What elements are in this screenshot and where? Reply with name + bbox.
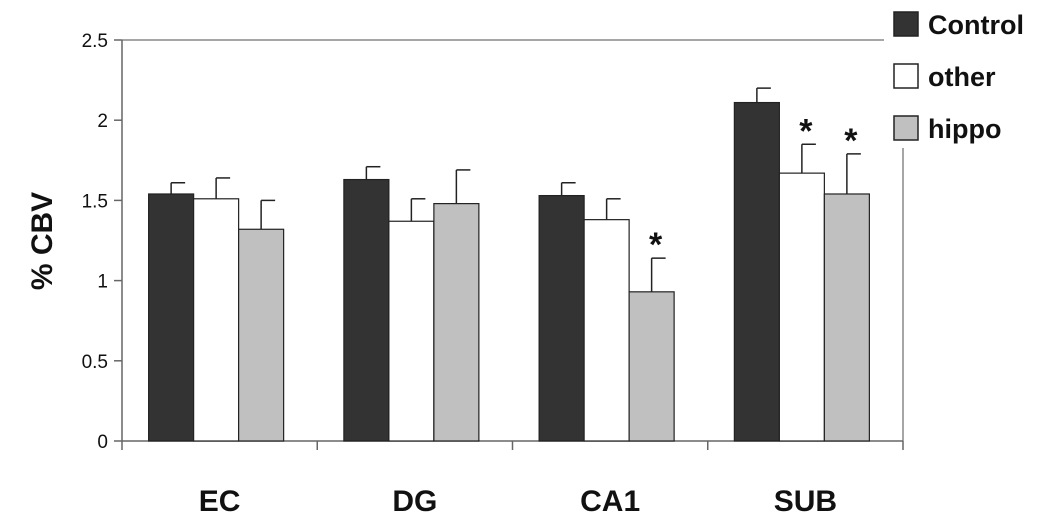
- y-tick-label: 0.5: [82, 352, 108, 373]
- bar-hippo-sub: [823, 193, 870, 442]
- bar-hippo-dg: [433, 203, 480, 442]
- bar-control-sub: [733, 101, 780, 442]
- bar-control-ec: [148, 193, 195, 442]
- bar-other-dg: [388, 220, 435, 442]
- legend-swatch-control: [893, 11, 919, 37]
- bar-control-ca1: [538, 194, 585, 442]
- bar-hippo-ec: [238, 228, 285, 442]
- legend-label-hippo: hippo: [928, 114, 1001, 144]
- y-axis-label: % CBV: [26, 192, 59, 290]
- legend-label-control: Control: [928, 10, 1024, 40]
- plot-frame: [122, 39, 904, 441]
- category-label-ec: EC: [199, 485, 241, 518]
- significance-marker: *: [649, 226, 663, 264]
- category-label-dg: DG: [392, 485, 437, 518]
- bar-hippo-ca1: [628, 291, 675, 442]
- bar-other-sub: [778, 172, 825, 442]
- legend-swatch-other: [893, 63, 919, 89]
- y-tick-label: 0: [97, 432, 108, 453]
- bar-control-dg: [343, 178, 390, 442]
- legend-swatch-hippo: [893, 115, 919, 141]
- bar-other-ca1: [583, 219, 630, 442]
- y-tick-label: 1.5: [82, 191, 108, 212]
- legend-label-other: other: [928, 62, 996, 92]
- y-tick-label: 2: [97, 111, 108, 132]
- category-label-ca1: CA1: [580, 485, 640, 518]
- y-tick-label: 1: [97, 272, 108, 293]
- significance-marker: *: [799, 112, 813, 150]
- category-label-sub: SUB: [774, 485, 837, 518]
- y-tick-label: 2.5: [82, 31, 108, 52]
- significance-marker: *: [844, 122, 858, 160]
- bar-other-ec: [193, 198, 240, 442]
